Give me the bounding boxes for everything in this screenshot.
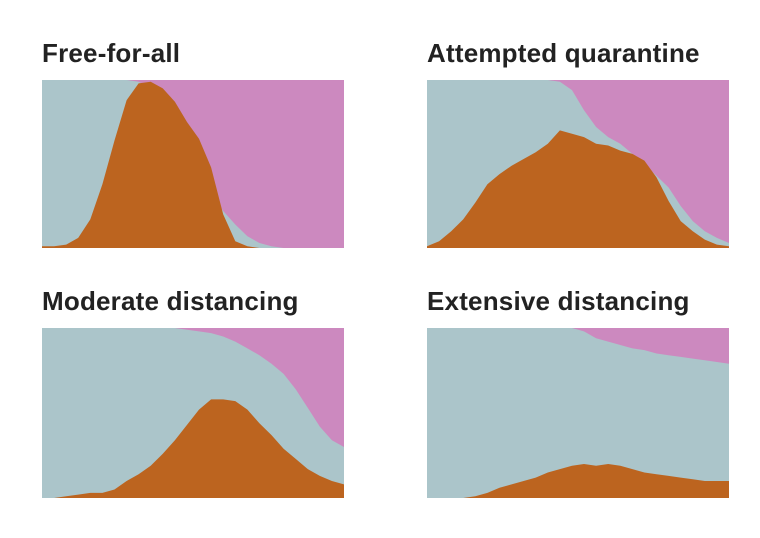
series-recovered-area bbox=[427, 328, 729, 364]
series-healthy-area bbox=[427, 328, 729, 498]
chart-title: Extensive distancing bbox=[427, 286, 690, 316]
chart-title: Free-for-all bbox=[42, 38, 181, 68]
chart-title: Attempted quarantine bbox=[427, 38, 700, 68]
series-sick-area bbox=[427, 130, 729, 248]
series-sick-area bbox=[42, 399, 344, 498]
series-sick-area bbox=[42, 81, 344, 248]
series-sick-area bbox=[427, 464, 729, 498]
series-recovered-area bbox=[42, 328, 344, 447]
area-chart-attempted-quarantine bbox=[427, 80, 729, 248]
area-chart-extensive-distancing bbox=[427, 328, 729, 498]
area-chart-moderate-distancing bbox=[42, 328, 344, 498]
chart-title: Moderate distancing bbox=[42, 286, 299, 316]
area-chart-free-for-all bbox=[42, 80, 344, 248]
series-recovered-area bbox=[427, 80, 729, 243]
